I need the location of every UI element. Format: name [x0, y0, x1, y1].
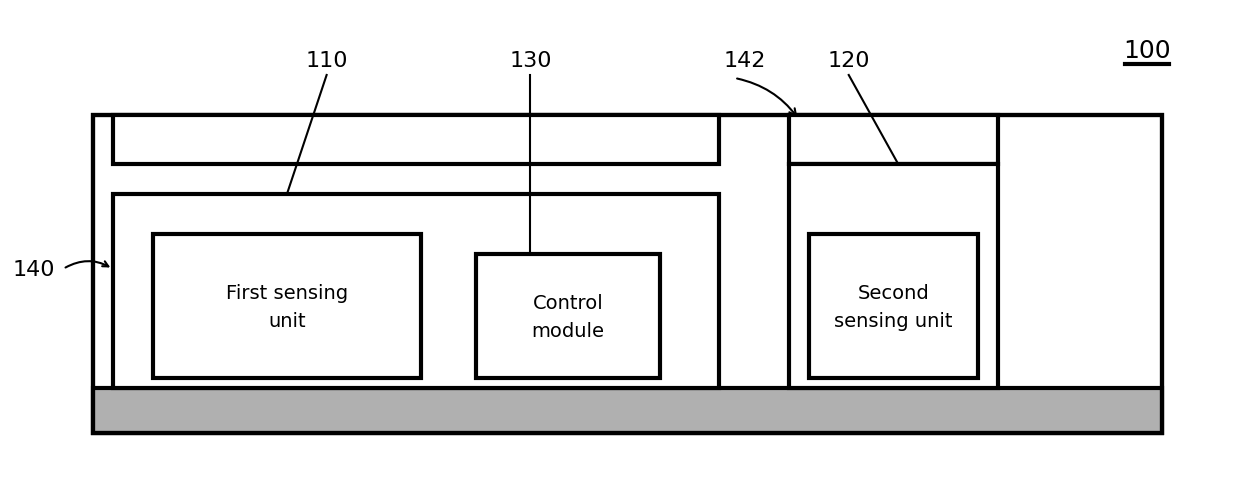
Bar: [113, 116, 719, 165]
Text: Second
sensing unit: Second sensing unit: [835, 283, 952, 330]
Bar: [93, 388, 1162, 433]
Bar: [476, 255, 660, 379]
Bar: [789, 116, 998, 165]
Text: First sensing
unit: First sensing unit: [226, 283, 348, 330]
Text: Control
module: Control module: [531, 293, 604, 340]
Text: 140: 140: [12, 260, 55, 280]
Bar: [93, 116, 1162, 433]
Bar: [113, 195, 719, 388]
Text: 130: 130: [510, 51, 552, 71]
Bar: [153, 234, 422, 379]
Bar: [789, 165, 998, 388]
Text: 120: 120: [827, 51, 870, 71]
Text: 142: 142: [723, 51, 765, 71]
Bar: [93, 116, 1162, 433]
Text: 110: 110: [305, 51, 348, 71]
Text: 100: 100: [1123, 39, 1171, 63]
Bar: [808, 234, 978, 379]
